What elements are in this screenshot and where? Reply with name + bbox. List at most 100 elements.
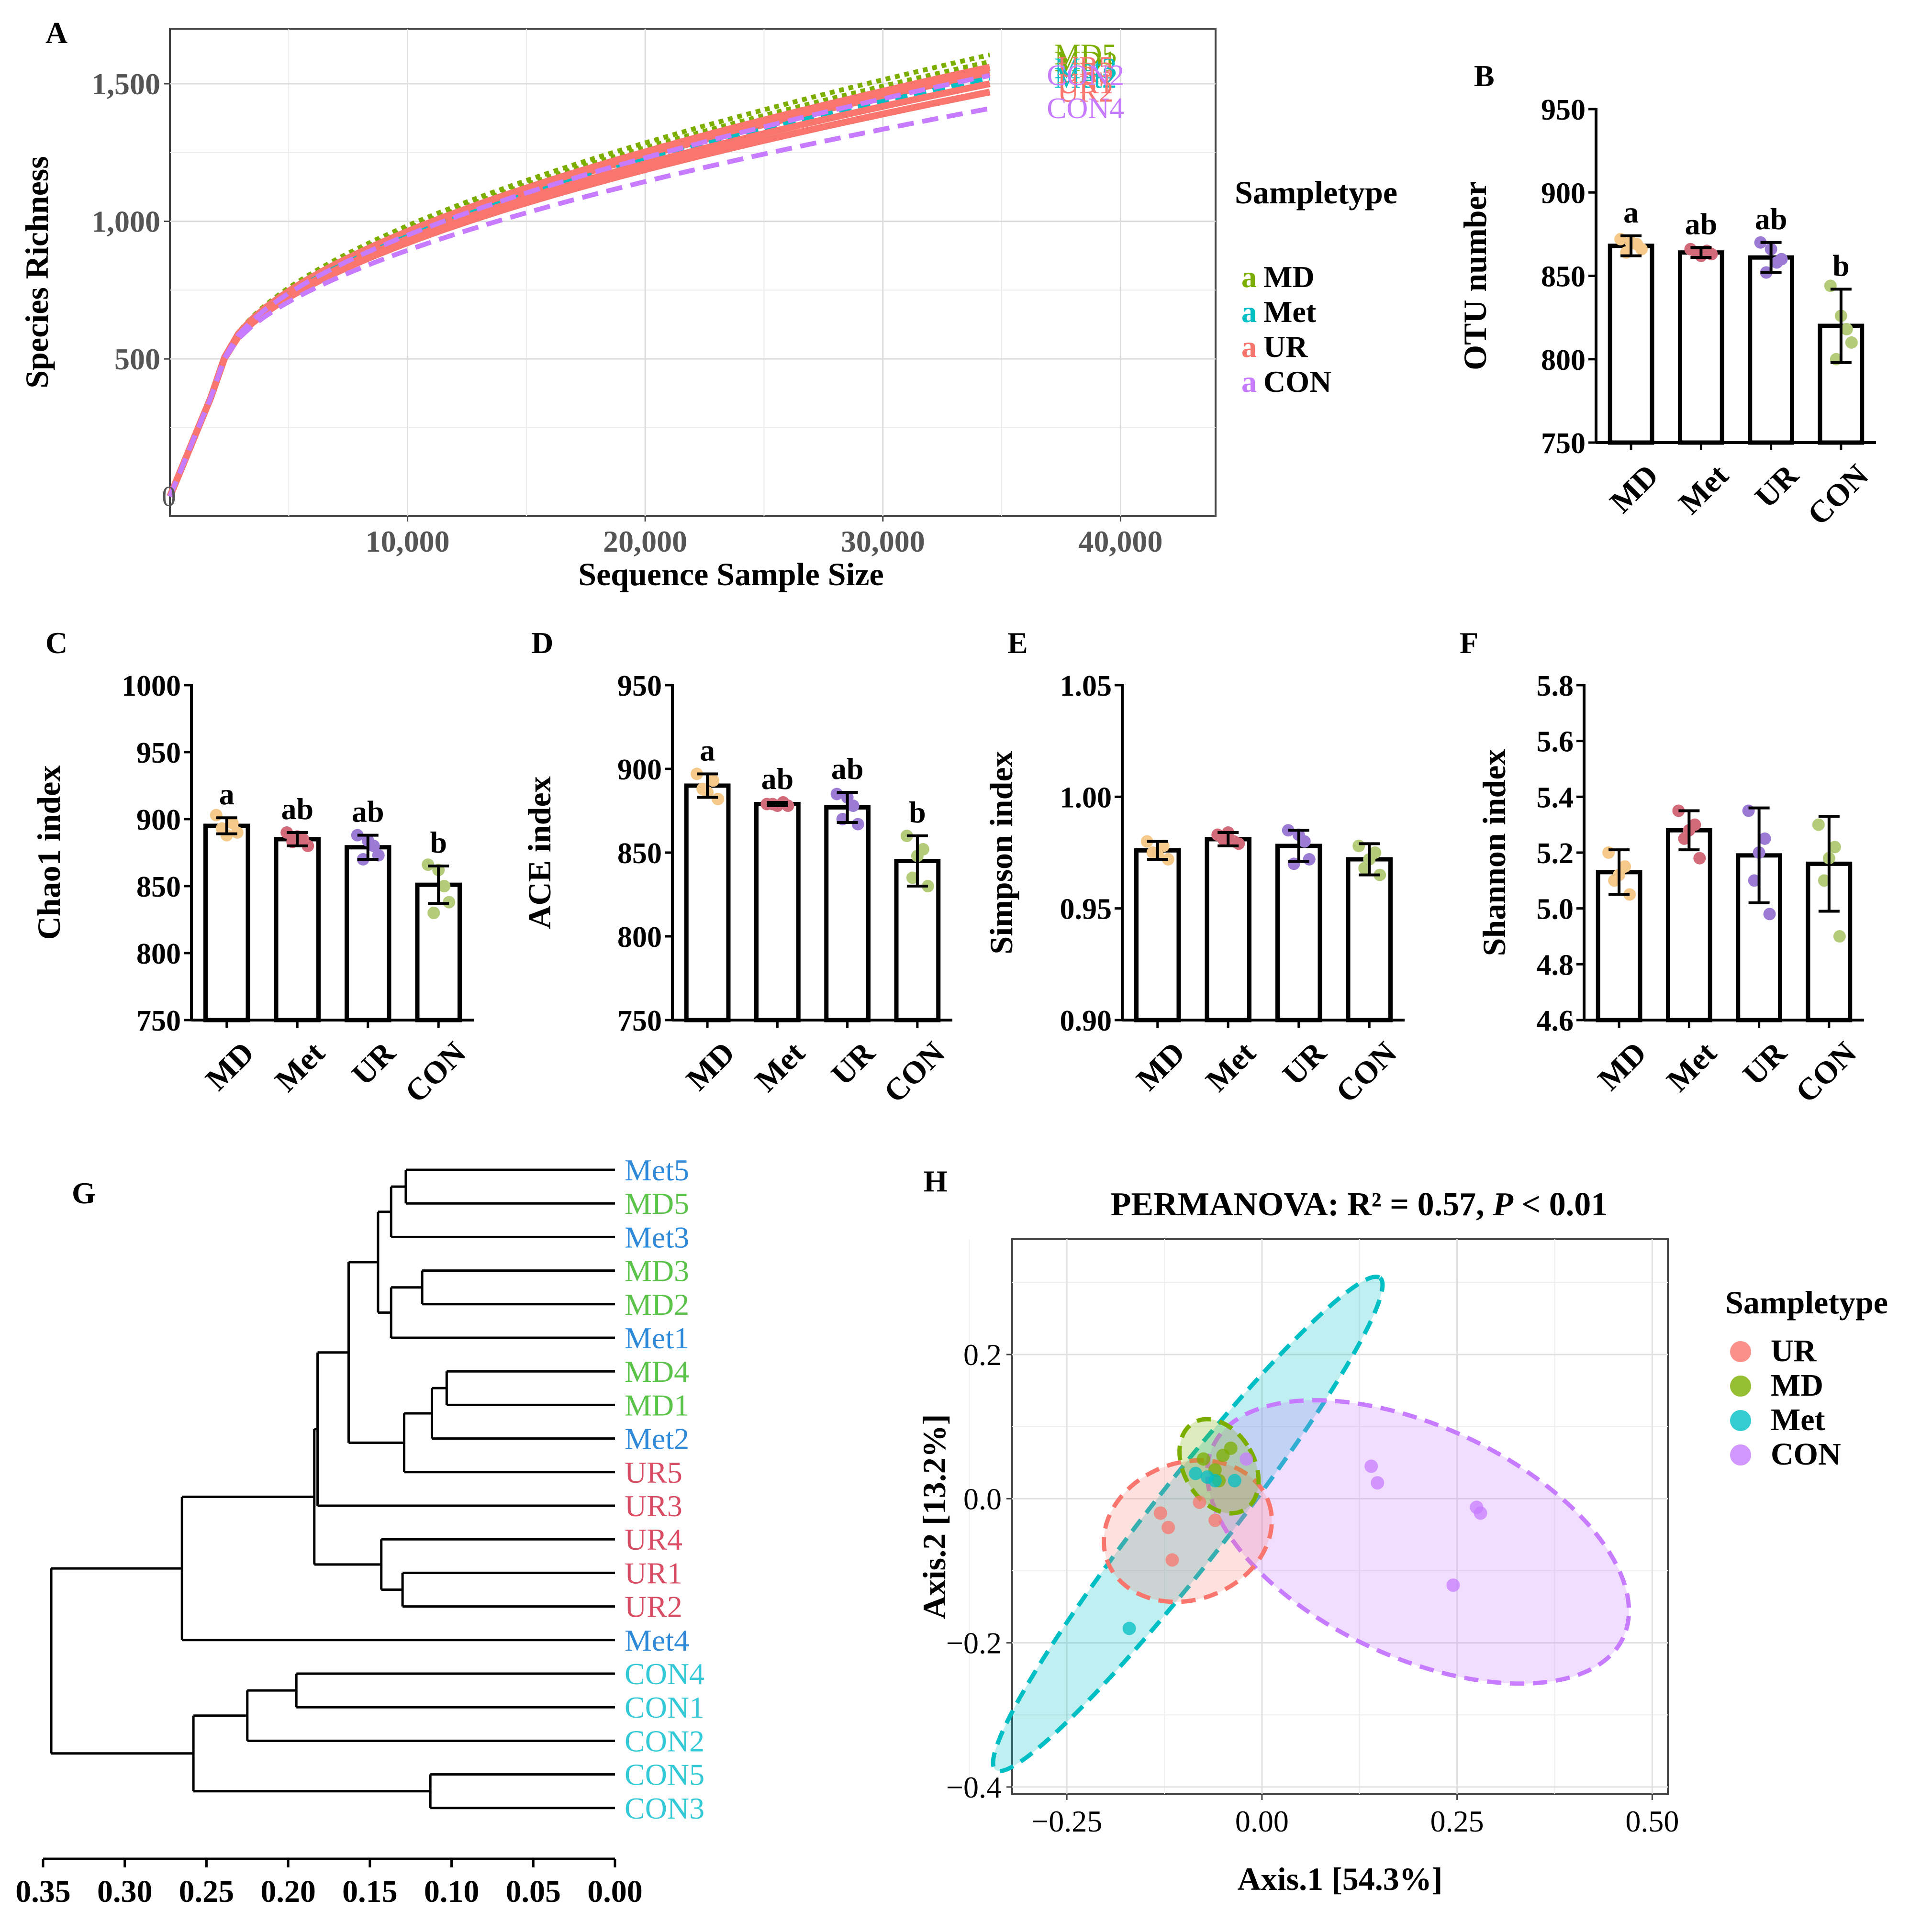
y-tick-label: 900 <box>136 804 181 836</box>
legend-label-met: Met <box>1263 295 1317 329</box>
panel-h-pcoa-scatter: −0.25 0.00 0.25 0.50 −0.4 −0.2 0.0 0.2 PERMANOVA… <box>916 1186 1888 1897</box>
point-ur <box>1153 1506 1167 1520</box>
x-tick-label: 0.15 <box>342 1874 398 1909</box>
y-tick-label: 850 <box>1541 261 1586 293</box>
leaf-label-met2: Met2 <box>625 1422 689 1456</box>
legend-label-md: MD <box>1771 1368 1823 1403</box>
y-tick-label: 950 <box>617 670 662 702</box>
panel-label-c: C <box>45 626 67 660</box>
panel-label-h: H <box>924 1164 948 1198</box>
significance-letter-con: b <box>430 825 447 859</box>
point-ur <box>1208 1513 1222 1527</box>
panel-b-otu-bar-chart: 750 800 850 900 950 OTU number a MD ab Met ab UR b CO… <box>1457 94 1876 532</box>
y-axis-title: OTU number <box>1457 181 1493 370</box>
point-ur <box>1770 256 1783 269</box>
y-tick-label: 950 <box>136 737 181 769</box>
x-tick-label: 0.00 <box>1235 1804 1289 1838</box>
y-tick-label: 0.0 <box>963 1482 1002 1516</box>
legend-key-md <box>1730 1376 1751 1397</box>
point-ur <box>1748 874 1761 887</box>
curve-label-met2: Met2 <box>1054 62 1117 95</box>
y-tick-label: 0.90 <box>1060 1005 1112 1037</box>
panel-label-a: A <box>45 16 67 50</box>
x-tick-label: 0.20 <box>260 1874 316 1909</box>
point-con <box>1474 1506 1487 1520</box>
point-con <box>1818 874 1831 887</box>
point-con <box>1352 840 1365 852</box>
point-met <box>1208 1474 1222 1488</box>
significance-letter-met: ab <box>1685 207 1718 241</box>
legend-key-met <box>1730 1410 1751 1431</box>
significance-letter-ur: ab <box>831 752 864 786</box>
y-tick-label: 1,500 <box>91 67 160 101</box>
plot-area <box>1011 1238 1669 1795</box>
leaf-label-md2: MD2 <box>625 1288 689 1321</box>
leaf-label-con1: CON1 <box>625 1690 704 1724</box>
legend-label-con: CON <box>1771 1437 1841 1472</box>
point-met <box>1189 1466 1203 1480</box>
point-ur <box>1193 1495 1206 1509</box>
x-tick-label-md: MD <box>1591 1035 1653 1097</box>
y-tick-label: 800 <box>617 921 662 954</box>
y-tick-label: 850 <box>617 837 662 870</box>
point-con <box>1833 930 1846 943</box>
curve-label-con4: CON4 <box>1047 92 1124 125</box>
title-text: < 0.01 <box>1513 1186 1608 1223</box>
legend-label-md: MD <box>1263 260 1315 294</box>
x-tick-label-con: CON <box>1329 1035 1403 1110</box>
y-tick-label: 1.00 <box>1060 781 1112 814</box>
y-tick-label: 0.2 <box>963 1338 1002 1372</box>
x-tick-label-con: CON <box>398 1035 472 1110</box>
y-tick-label: 4.6 <box>1537 1005 1574 1037</box>
x-tick-label-ur: UR <box>1748 457 1806 515</box>
point-md <box>226 817 239 830</box>
legend-title: Sampletype <box>1235 174 1397 211</box>
curve-label-ur1: UR1 <box>1058 67 1114 100</box>
leaf-label-met3: Met3 <box>625 1220 689 1254</box>
significance-letter-con: b <box>909 795 926 829</box>
curve-label-con2: CON2 <box>1047 59 1124 92</box>
bar-ur <box>345 845 391 1022</box>
panel-a-rarefaction-chart: 10,000 20,000 30,000 40,000 500 1,000 1,500 Seq… <box>19 28 1397 592</box>
point-ur <box>830 788 843 800</box>
y-tick-label: 5.6 <box>1537 726 1574 758</box>
bar-met <box>754 802 801 1022</box>
leaf-label-ur5: UR5 <box>625 1455 682 1489</box>
y-tick-label: 900 <box>1541 177 1586 210</box>
y-tick-label: −0.4 <box>946 1770 1002 1804</box>
panel-label-d: D <box>531 626 553 660</box>
leaf-label-md1: MD1 <box>625 1388 689 1422</box>
point-ur <box>1763 908 1776 921</box>
point-ur <box>1165 1553 1179 1567</box>
chart-title: PERMANOVA: R² = 0.57, P < 0.01 <box>1111 1186 1608 1223</box>
ellipse-met <box>991 1274 1385 1774</box>
legend-label-ur: UR <box>1263 330 1308 364</box>
y-tick-label: 5.2 <box>1537 837 1574 870</box>
y-tick-label: −0.2 <box>946 1626 1002 1660</box>
y-tick-label: 850 <box>136 871 181 903</box>
panel-f-shannon-bar-chart: 4.6 4.8 5.0 5.2 5.4 5.6 5.8 Shannon index MD Met U… <box>1476 670 1864 1110</box>
bar-ur <box>1748 255 1794 445</box>
y-tick-label: 500 <box>114 342 160 376</box>
x-tick-label: 0.30 <box>97 1874 153 1909</box>
x-tick-label: 0.25 <box>1430 1804 1484 1838</box>
leaf-label-con5: CON5 <box>625 1758 704 1792</box>
x-tick-label: 0.25 <box>179 1874 235 1909</box>
point-con <box>1446 1578 1460 1592</box>
y-tick-label: 4.8 <box>1537 949 1574 981</box>
curve-label-ur2: UR2 <box>1058 76 1114 108</box>
point-con <box>1828 841 1841 854</box>
legend-label-met: Met <box>1771 1402 1825 1437</box>
point-md <box>707 774 720 787</box>
leaf-label-met1: Met1 <box>625 1321 689 1355</box>
x-tick-label-ur: UR <box>1276 1035 1333 1092</box>
y-tick-label: 5.8 <box>1537 670 1574 702</box>
significance-letter-ur: ab <box>352 795 384 829</box>
y-tick-label: 900 <box>617 754 662 786</box>
bar-md <box>684 783 731 1022</box>
leaf-label-con4: CON4 <box>625 1657 704 1691</box>
legend-key-con: a <box>1241 365 1257 399</box>
y-tick-label: 5.0 <box>1537 893 1574 926</box>
